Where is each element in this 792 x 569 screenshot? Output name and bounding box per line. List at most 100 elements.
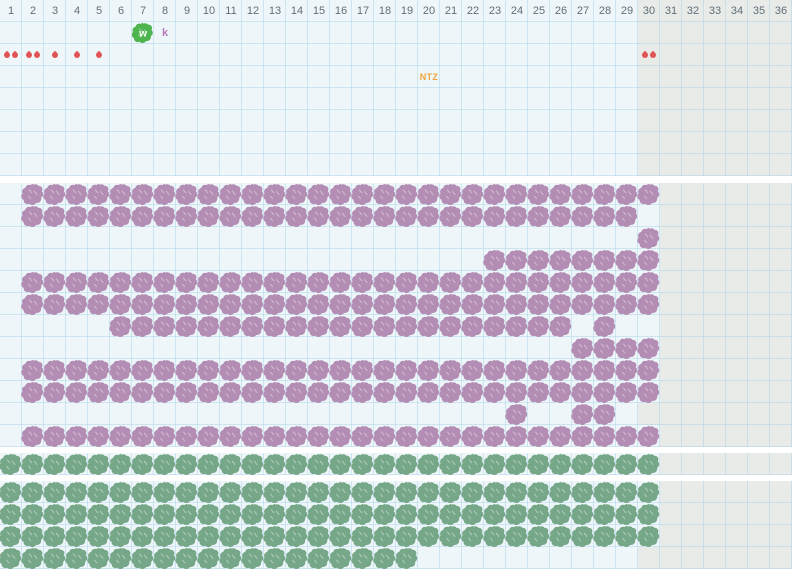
crop-week-cell[interactable]: [263, 502, 287, 526]
crop-week-cell[interactable]: [329, 524, 353, 548]
crop-week-cell[interactable]: [43, 546, 67, 569]
crop-week-cell[interactable]: [131, 481, 155, 504]
crop-week-cell[interactable]: [0, 453, 23, 475]
crop-week-cell[interactable]: [65, 481, 89, 504]
crop-week-cell[interactable]: [153, 453, 177, 475]
crop-week-cell[interactable]: [263, 358, 287, 382]
crop-week-cell[interactable]: [307, 453, 331, 475]
crop-week-cell[interactable]: [483, 502, 507, 526]
crop-week-cell[interactable]: [307, 270, 331, 294]
crop-week-cell[interactable]: [373, 314, 397, 338]
crop-week-cell[interactable]: [373, 380, 397, 404]
crop-week-cell[interactable]: [329, 453, 353, 475]
crop-week-cell[interactable]: [329, 183, 353, 206]
crop-week-cell[interactable]: [131, 546, 155, 569]
crop-week-cell[interactable]: [417, 524, 441, 548]
crop-week-cell[interactable]: [87, 380, 111, 404]
crop-week-cell[interactable]: [131, 270, 155, 294]
crop-week-cell[interactable]: [43, 481, 67, 504]
crop-week-cell[interactable]: [571, 292, 595, 316]
crop-week-cell[interactable]: [175, 546, 199, 569]
crop-week-cell[interactable]: [219, 292, 243, 316]
crop-week-cell[interactable]: [285, 292, 309, 316]
crop-week-cell[interactable]: [549, 270, 573, 294]
crop-week-cell[interactable]: [351, 314, 375, 338]
crop-week-cell[interactable]: [395, 380, 419, 404]
crop-week-cell[interactable]: [461, 481, 485, 504]
crop-week-cell[interactable]: [571, 453, 595, 475]
crop-week-cell[interactable]: [241, 204, 265, 228]
crop-week-cell[interactable]: [285, 546, 309, 569]
crop-week-cell[interactable]: [197, 524, 221, 548]
crop-week-cell[interactable]: [505, 270, 529, 294]
crop-week-cell[interactable]: [505, 481, 529, 504]
crop-week-cell[interactable]: [461, 314, 485, 338]
crop-week-cell[interactable]: [571, 424, 595, 448]
crop-week-cell[interactable]: [219, 314, 243, 338]
crop-week-cell[interactable]: [241, 524, 265, 548]
crop-week-cell[interactable]: [65, 453, 89, 475]
crop-week-cell[interactable]: [285, 270, 309, 294]
crop-week-cell[interactable]: [329, 481, 353, 504]
crop-week-cell[interactable]: [285, 314, 309, 338]
crop-week-cell[interactable]: [153, 270, 177, 294]
crop-week-cell[interactable]: [505, 502, 529, 526]
crop-week-cell[interactable]: [307, 358, 331, 382]
crop-week-cell[interactable]: [439, 292, 463, 316]
crop-week-cell[interactable]: [285, 204, 309, 228]
crop-week-cell[interactable]: [571, 502, 595, 526]
crop-week-cell[interactable]: [505, 314, 529, 338]
crop-week-cell[interactable]: [175, 292, 199, 316]
crop-week-cell[interactable]: [615, 204, 639, 228]
crop-week-cell[interactable]: [21, 270, 45, 294]
crop-week-cell[interactable]: [21, 524, 45, 548]
crop-week-cell[interactable]: [527, 524, 551, 548]
crop-week-cell[interactable]: [395, 204, 419, 228]
crop-week-cell[interactable]: [65, 502, 89, 526]
crop-week-cell[interactable]: [153, 292, 177, 316]
crop-week-cell[interactable]: [241, 546, 265, 569]
crop-week-cell[interactable]: [417, 204, 441, 228]
crop-week-cell[interactable]: [197, 292, 221, 316]
crop-week-cell[interactable]: [329, 502, 353, 526]
crop-week-cell[interactable]: [197, 358, 221, 382]
crop-week-cell[interactable]: [241, 270, 265, 294]
crop-week-cell[interactable]: [197, 314, 221, 338]
crop-week-cell[interactable]: [197, 204, 221, 228]
crop-week-cell[interactable]: [351, 204, 375, 228]
crop-week-cell[interactable]: [549, 481, 573, 504]
crop-week-cell[interactable]: [109, 270, 133, 294]
crop-week-cell[interactable]: [87, 204, 111, 228]
crop-week-cell[interactable]: [373, 546, 397, 569]
crop-week-cell[interactable]: [439, 183, 463, 206]
crop-week-cell[interactable]: [197, 502, 221, 526]
crop-week-cell[interactable]: [395, 481, 419, 504]
crop-week-cell[interactable]: [593, 270, 617, 294]
crop-week-cell[interactable]: [43, 524, 67, 548]
crop-week-cell[interactable]: [549, 248, 573, 272]
crop-week-cell[interactable]: [21, 380, 45, 404]
crop-week-cell[interactable]: [131, 380, 155, 404]
crop-week-cell[interactable]: [593, 481, 617, 504]
crop-week-cell[interactable]: [21, 358, 45, 382]
crop-week-cell[interactable]: [615, 481, 639, 504]
crop-week-cell[interactable]: [153, 524, 177, 548]
crop-week-cell[interactable]: [439, 358, 463, 382]
crop-week-cell[interactable]: [285, 424, 309, 448]
crop-week-cell[interactable]: [87, 524, 111, 548]
crop-week-cell[interactable]: [417, 380, 441, 404]
crop-week-cell[interactable]: [505, 358, 529, 382]
crop-week-cell[interactable]: [505, 292, 529, 316]
crop-week-cell[interactable]: [461, 270, 485, 294]
crop-week-cell[interactable]: [65, 183, 89, 206]
crop-week-cell[interactable]: [0, 524, 23, 548]
crop-week-cell[interactable]: [483, 380, 507, 404]
crop-week-cell[interactable]: [615, 502, 639, 526]
crop-week-cell[interactable]: [307, 292, 331, 316]
crop-week-cell[interactable]: [527, 380, 551, 404]
crop-week-cell[interactable]: [0, 502, 23, 526]
crop-week-cell[interactable]: [527, 270, 551, 294]
crop-week-cell[interactable]: [417, 183, 441, 206]
crop-week-cell[interactable]: [175, 204, 199, 228]
crop-week-cell[interactable]: [175, 502, 199, 526]
